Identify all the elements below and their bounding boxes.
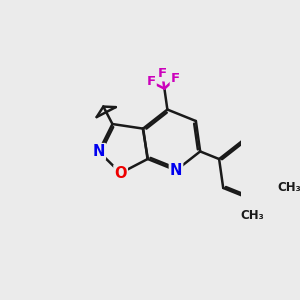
Text: CH₃: CH₃ [278,181,300,194]
Text: N: N [170,163,182,178]
Text: N: N [92,144,105,159]
Text: F: F [158,68,167,80]
Text: F: F [171,72,180,85]
Text: O: O [114,166,127,181]
Text: F: F [147,75,156,88]
Text: CH₃: CH₃ [241,209,265,223]
